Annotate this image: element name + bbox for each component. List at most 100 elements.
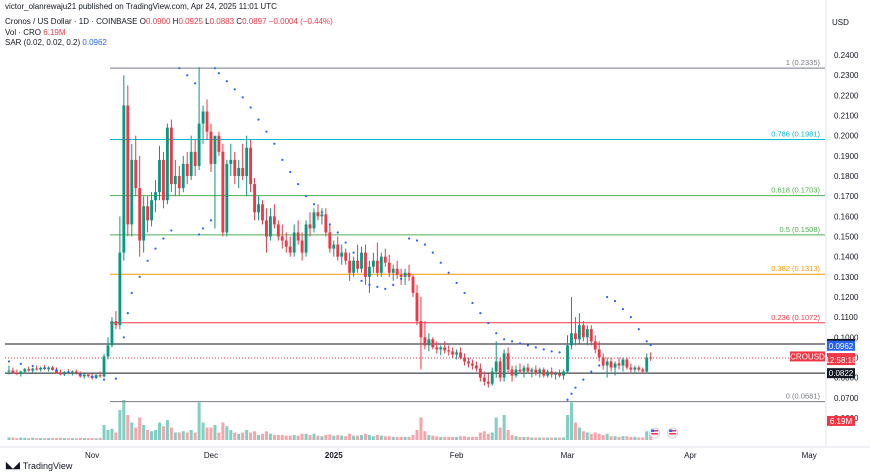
volume-bar (542, 437, 546, 440)
sar-dot (637, 328, 640, 331)
volume-bar (201, 422, 205, 440)
candle-body (98, 375, 102, 377)
volume-bar (213, 425, 217, 440)
volume-bar (585, 432, 589, 440)
candle-body (364, 252, 367, 277)
volume-bar (35, 438, 39, 440)
candle-body (265, 220, 268, 237)
candle-body (27, 369, 31, 371)
volume-bar (39, 438, 43, 440)
volume-bar (205, 427, 209, 440)
candle-body (459, 352, 462, 358)
candle-body (514, 369, 518, 376)
volume-bar (431, 435, 435, 440)
x-tick-label: Nov (85, 451, 99, 460)
volume-bar (31, 437, 35, 440)
candle-body (74, 371, 78, 374)
sar-dot (570, 392, 573, 395)
candle-body (431, 339, 435, 348)
candle-body (581, 325, 585, 338)
candle-body (189, 151, 193, 177)
candle-body (490, 371, 494, 384)
volume-bar (86, 438, 90, 440)
close-value: 0.0897 (242, 17, 267, 26)
x-tick-label: Apr (684, 451, 697, 460)
volume-bar (257, 435, 261, 440)
sar-dot (7, 360, 11, 363)
candle-body (474, 365, 478, 369)
volume-bar (518, 436, 522, 440)
volume-bar (308, 435, 312, 440)
sar-dot (194, 82, 197, 85)
volume-bar (470, 436, 474, 440)
candle-body (356, 260, 359, 269)
sar-dot (566, 398, 569, 401)
sar-dot (384, 287, 387, 291)
volume-bar (169, 427, 173, 440)
sar-dot (126, 312, 129, 315)
sar-dot (574, 386, 577, 389)
volume-bar (300, 433, 304, 440)
volume-bar (395, 436, 399, 440)
y-tick-label: 0.1000 (834, 333, 859, 342)
candle-body (486, 381, 490, 384)
candle-body (391, 268, 395, 273)
candle-body (138, 188, 142, 241)
candle-body (62, 371, 66, 375)
volume-bar (379, 435, 383, 440)
candle-body (542, 369, 546, 376)
candle-body (201, 111, 205, 124)
volume-bar (538, 437, 542, 440)
volume-bar (506, 430, 510, 440)
sar-dot (613, 299, 617, 303)
y-tick-label: 0.1400 (834, 253, 859, 262)
candle-body (387, 262, 391, 273)
volume-value: 6.19M (43, 28, 66, 37)
volume-bar (573, 422, 577, 440)
volume-bar (363, 433, 367, 440)
x-tick-label: Feb (450, 451, 464, 460)
sar-dot (201, 227, 205, 230)
volume-bar (526, 436, 530, 440)
sar-dot (645, 340, 648, 343)
volume-bar (138, 417, 142, 440)
us-flag-icon (649, 427, 661, 439)
volume-bar (522, 436, 526, 440)
candle-body (308, 224, 312, 229)
volume-bar (581, 431, 585, 440)
sar-dot (590, 370, 593, 373)
candle-body (7, 370, 11, 372)
volume-bar (185, 432, 189, 440)
tradingview-logo[interactable]: ◣◢ TradingView (6, 460, 72, 471)
candle-body (276, 224, 280, 237)
sar-dot (518, 342, 522, 345)
sar-dot (241, 96, 244, 99)
sar-dot (273, 142, 276, 145)
candle-body (633, 367, 637, 370)
y-tick-label: 0.1500 (834, 233, 859, 242)
volume-bar (439, 436, 443, 440)
volume-bar (621, 436, 625, 440)
volume-bar (142, 425, 146, 440)
candle-body (162, 159, 165, 201)
sar-dot (649, 343, 652, 347)
candle-body (605, 361, 609, 366)
volume-bar (629, 436, 633, 440)
candle-body (447, 350, 451, 352)
candle-body (471, 363, 474, 366)
candle-body (585, 329, 589, 338)
sar-dot (368, 283, 371, 286)
volume-bar (130, 422, 134, 440)
volume-bar (498, 427, 502, 440)
y-tick-label: 0.1300 (834, 273, 859, 282)
candle-body (39, 367, 43, 370)
candle-body (589, 329, 593, 342)
volume-bar (443, 436, 447, 440)
sar-dot (312, 203, 316, 206)
volume-bar (23, 437, 27, 440)
sar-dot (598, 364, 601, 367)
candle-body (451, 351, 455, 355)
candle-body (280, 236, 284, 241)
volume-bar (625, 436, 629, 440)
